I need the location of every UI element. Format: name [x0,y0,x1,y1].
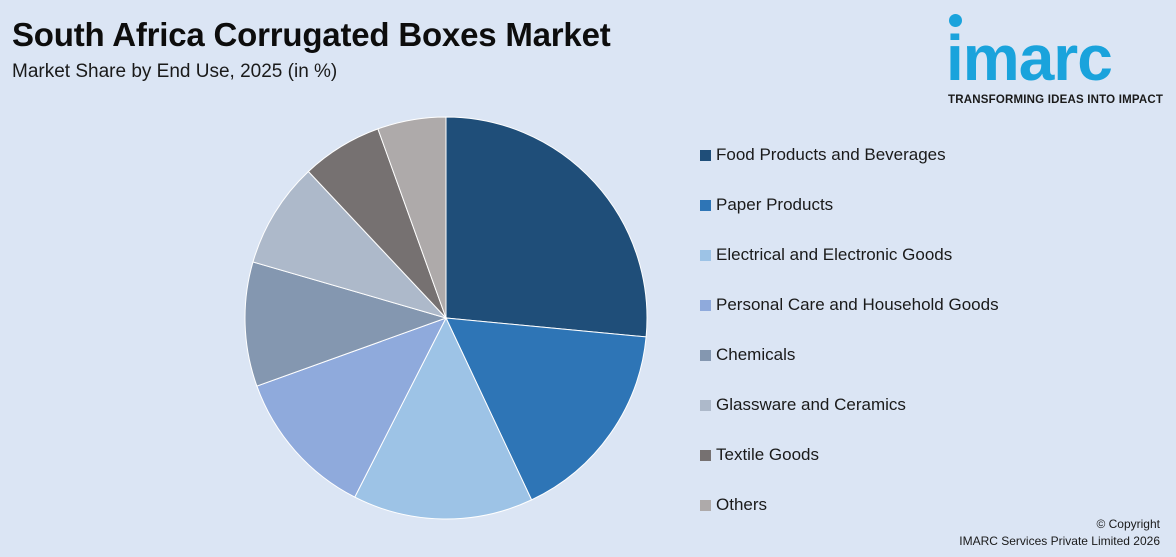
legend-label: Personal Care and Household Goods [716,295,999,314]
legend-item: Paper Products [700,180,999,230]
legend-label: Electrical and Electronic Goods [716,245,953,264]
legend-item: Others [700,480,999,530]
copyright-line-1: © Copyright [1096,517,1160,531]
legend-label: Textile Goods [716,445,819,464]
logo-tagline: TRANSFORMING IDEAS INTO IMPACT [948,94,1164,106]
legend-label: Paper Products [716,195,834,214]
pie-slice-food-products-and-beverages [445,116,648,338]
legend-swatch [700,399,711,411]
chart-title: South Africa Corrugated Boxes Market [12,16,611,53]
imarc-logo: imarc TRANSFORMING IDEAS INTO IMPACT [944,12,1170,108]
logo-dot-icon [949,14,962,27]
pie-slice-electrical-and-electronic-goods [354,316,533,520]
legend-item: Chemicals [700,330,999,380]
pie-slice-paper-products [445,317,647,501]
copyright-notice: © Copyright IMARC Services Private Limit… [959,516,1160,550]
legend-item: Glassware and Ceramics [700,380,999,430]
pie-slice-others [377,116,447,319]
legend-swatch [700,249,711,261]
chart-legend: Food Products and Beverages Paper Product… [700,130,999,530]
legend-swatch [700,449,711,461]
pie-slice-personal-care-and-household-goods [256,317,448,498]
legend-swatch [700,149,711,161]
legend-swatch [700,299,711,311]
chart-subtitle: Market Share by End Use, 2025 (in %) [12,61,338,82]
legend-item: Food Products and Beverages [700,130,999,180]
legend-label: Chemicals [716,345,796,364]
pie-chart [244,116,648,520]
logo-wordmark: imarc [946,22,1113,94]
legend-swatch [700,499,711,511]
copyright-line-2: IMARC Services Private Limited 2026 [959,534,1160,548]
pie-slice-chemicals [244,261,448,387]
legend-label: Food Products and Beverages [716,145,946,164]
legend-item: Personal Care and Household Goods [700,280,999,330]
legend-swatch [700,349,711,361]
legend-swatch [700,199,711,211]
legend-label: Others [716,495,768,514]
legend-item: Electrical and Electronic Goods [700,230,999,280]
pie-slice-glassware-and-ceramics [252,170,448,319]
legend-label: Glassware and Ceramics [716,395,906,414]
legend-item: Textile Goods [700,430,999,480]
